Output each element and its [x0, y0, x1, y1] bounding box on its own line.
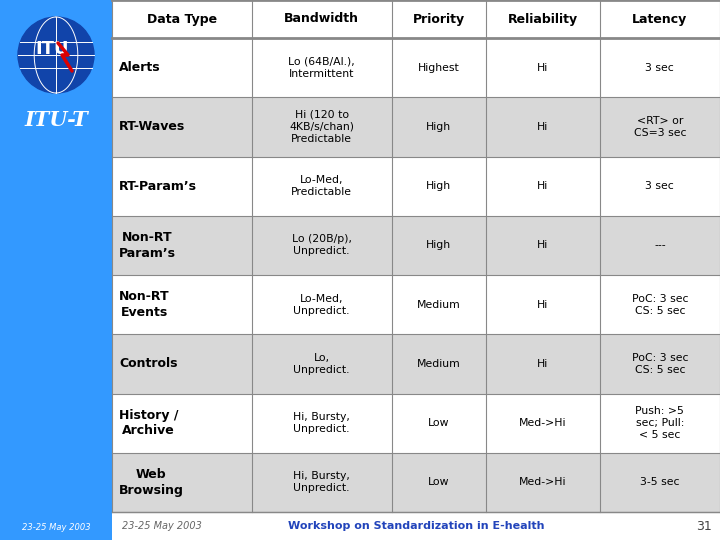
- Text: Low: Low: [428, 477, 449, 488]
- Text: Controls: Controls: [119, 357, 178, 370]
- Text: Med->Hi: Med->Hi: [519, 477, 567, 488]
- Text: Hi (120 to
4KB/s/chan)
Predictable: Hi (120 to 4KB/s/chan) Predictable: [289, 110, 354, 144]
- Text: High: High: [426, 122, 451, 132]
- Text: Reliability: Reliability: [508, 12, 578, 25]
- Text: 23-25 May 2003: 23-25 May 2003: [122, 521, 202, 531]
- Text: Hi: Hi: [537, 300, 549, 309]
- Bar: [112, 275, 720, 334]
- Text: Hi: Hi: [537, 122, 549, 132]
- Circle shape: [18, 17, 94, 93]
- Text: Lo,
Unpredict.: Lo, Unpredict.: [294, 353, 350, 375]
- Text: ITU: ITU: [35, 40, 68, 58]
- Text: Workshop on Standardization in E-health: Workshop on Standardization in E-health: [288, 521, 544, 531]
- Text: Medium: Medium: [417, 359, 461, 369]
- Text: Hi: Hi: [537, 63, 549, 72]
- Text: Non-RT
Param’s: Non-RT Param’s: [119, 231, 176, 260]
- Text: Hi: Hi: [537, 181, 549, 191]
- Text: Lo (20B/p),
Unpredict.: Lo (20B/p), Unpredict.: [292, 234, 351, 256]
- Bar: [112, 512, 720, 540]
- Text: ITU-T: ITU-T: [24, 110, 88, 130]
- Text: Lo-Med,
Unpredict.: Lo-Med, Unpredict.: [294, 294, 350, 315]
- Text: ---: ---: [654, 240, 666, 251]
- Text: Medium: Medium: [417, 300, 461, 309]
- Text: Web
Browsing: Web Browsing: [119, 468, 184, 497]
- Text: 3-5 sec: 3-5 sec: [640, 477, 680, 488]
- Text: 31: 31: [696, 519, 712, 532]
- Text: <RT> or
CS=3 sec: <RT> or CS=3 sec: [634, 116, 686, 138]
- Bar: [112, 394, 720, 453]
- Text: Hi: Hi: [537, 240, 549, 251]
- Bar: [112, 97, 720, 157]
- Text: RT-Param’s: RT-Param’s: [119, 180, 197, 193]
- Text: High: High: [426, 181, 451, 191]
- Bar: [112, 453, 720, 512]
- Text: Push: >5
sec; Pull:
< 5 sec: Push: >5 sec; Pull: < 5 sec: [636, 406, 684, 440]
- Bar: [112, 38, 720, 97]
- Text: Bandwidth: Bandwidth: [284, 12, 359, 25]
- Text: 23-25 May 2003: 23-25 May 2003: [22, 523, 90, 532]
- Text: Alerts: Alerts: [119, 61, 161, 74]
- Text: Lo (64B/Al.),
Intermittent: Lo (64B/Al.), Intermittent: [288, 57, 355, 79]
- Bar: [0, 0, 112, 540]
- Text: Data Type: Data Type: [147, 12, 217, 25]
- Text: 3 sec: 3 sec: [645, 63, 674, 72]
- Text: Non-RT
Events: Non-RT Events: [119, 291, 170, 319]
- Text: Priority: Priority: [413, 12, 465, 25]
- Bar: [112, 0, 720, 38]
- Text: PoC: 3 sec
CS: 5 sec: PoC: 3 sec CS: 5 sec: [631, 353, 688, 375]
- Bar: [112, 334, 720, 394]
- Text: Med->Hi: Med->Hi: [519, 418, 567, 428]
- Text: 3 sec: 3 sec: [645, 181, 674, 191]
- Text: Hi, Bursty,
Unpredict.: Hi, Bursty, Unpredict.: [293, 412, 350, 434]
- Text: Latency: Latency: [632, 12, 688, 25]
- Bar: [112, 216, 720, 275]
- Text: History /
Archive: History / Archive: [119, 409, 179, 437]
- Text: High: High: [426, 240, 451, 251]
- Text: Low: Low: [428, 418, 449, 428]
- Bar: [112, 157, 720, 216]
- Text: Highest: Highest: [418, 63, 459, 72]
- Text: Lo-Med,
Predictable: Lo-Med, Predictable: [291, 175, 352, 197]
- Text: PoC: 3 sec
CS: 5 sec: PoC: 3 sec CS: 5 sec: [631, 294, 688, 315]
- Text: Hi, Bursty,
Unpredict.: Hi, Bursty, Unpredict.: [293, 471, 350, 494]
- Text: Hi: Hi: [537, 359, 549, 369]
- Text: RT-Waves: RT-Waves: [119, 120, 185, 133]
